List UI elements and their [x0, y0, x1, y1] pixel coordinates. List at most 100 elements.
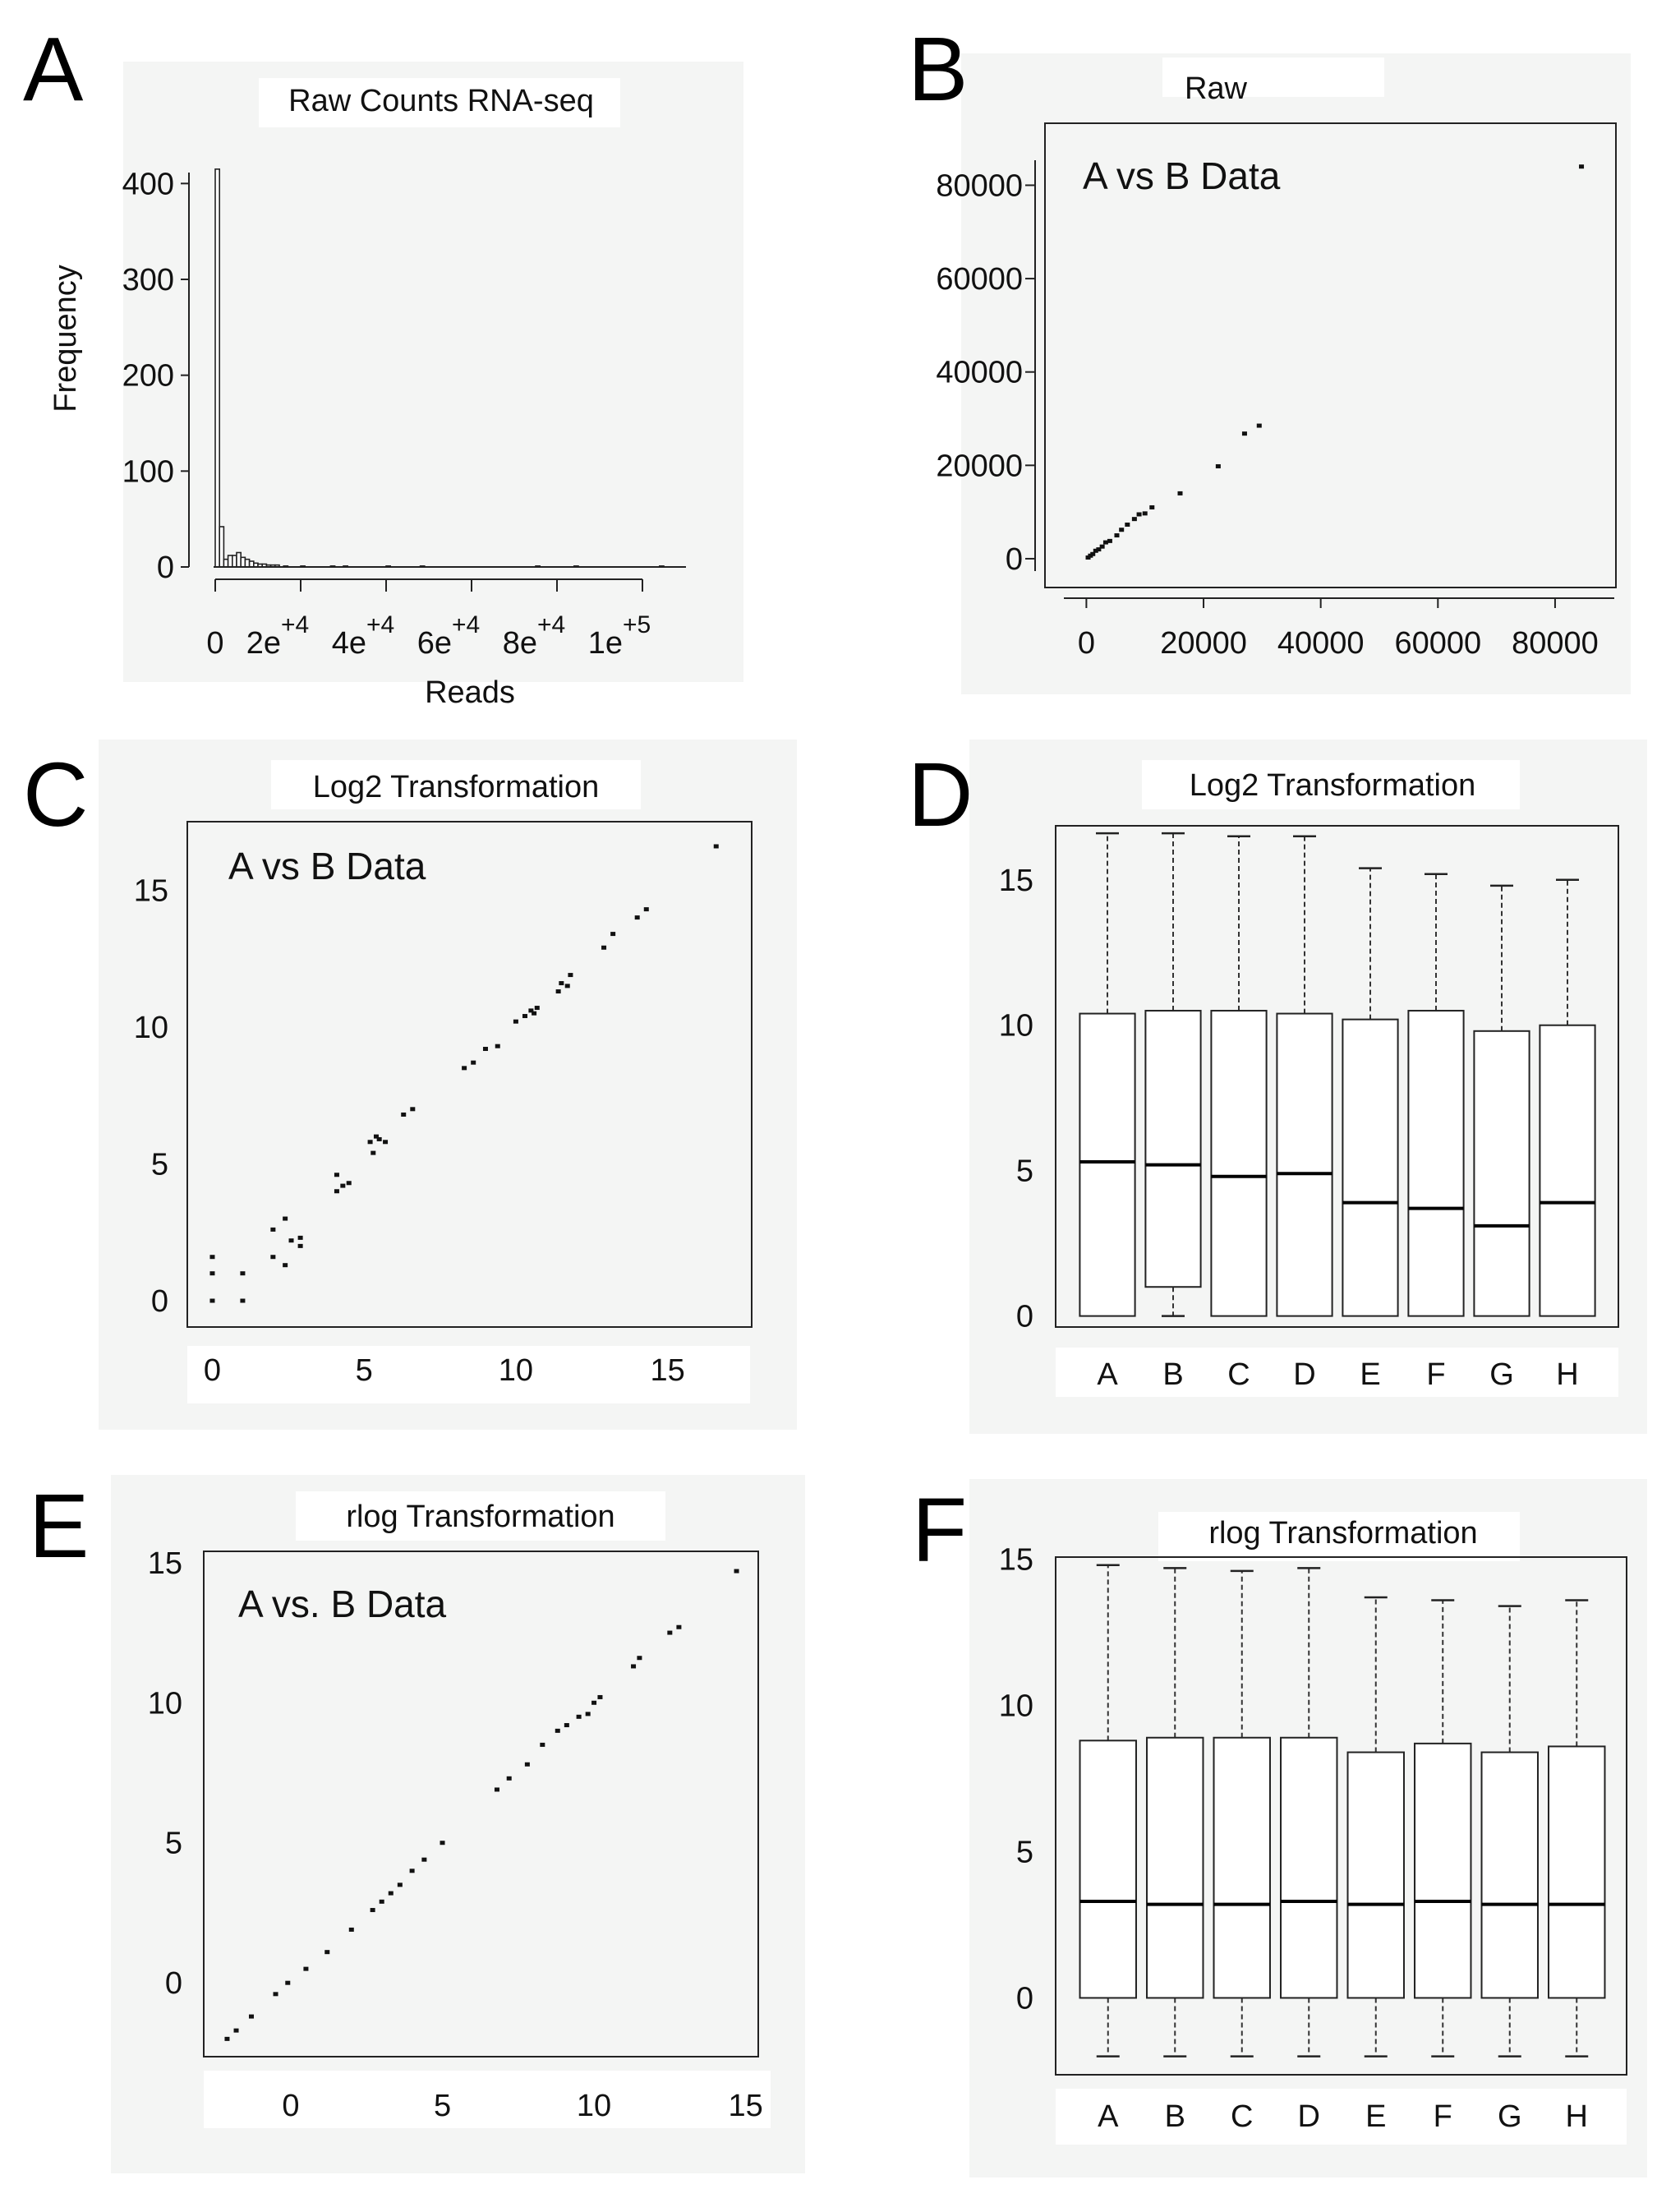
box-G [1473, 884, 1530, 1317]
x-tick-label: 10 [577, 2089, 611, 2123]
x-tick-label: 5 [356, 1353, 373, 1388]
scatter-point [248, 2014, 254, 2019]
box-H [1548, 1599, 1606, 2057]
panel-d-plot-frame [1055, 825, 1619, 1328]
box-F [1407, 873, 1465, 1317]
x-tick-label: 0 [204, 1353, 221, 1388]
y-tick-label: 5 [151, 1147, 168, 1182]
scatter-point [388, 1891, 394, 1896]
box-H [1539, 878, 1596, 1317]
scatter-point [1093, 548, 1098, 553]
category-label: D [1293, 1357, 1315, 1392]
histogram-bar [214, 168, 220, 568]
x-tick-label: 10 [499, 1353, 533, 1388]
y-tick-label: 5 [165, 1827, 182, 1861]
scatter-point [1256, 423, 1262, 428]
scatter-point [555, 989, 561, 994]
scatter-point [409, 1869, 415, 1873]
y-tick-label: 0 [1016, 1981, 1033, 2016]
box-iqr [1146, 1736, 1204, 1999]
box-iqr [1276, 1012, 1333, 1317]
scatter-point [303, 1966, 309, 1971]
panel-b-scatter: Raw A vs B Data 0 20000 40000 60000 80000 0 2… [936, 58, 1617, 661]
box-iqr [1480, 1751, 1539, 1999]
scatter-point [568, 973, 573, 978]
scatter-point [1142, 511, 1148, 516]
scatter-point [713, 844, 719, 849]
box-D [1280, 1567, 1338, 2057]
category-label: A [1097, 1357, 1118, 1392]
panel-d-title-background [1142, 760, 1520, 809]
scatter-point [383, 1140, 389, 1145]
panel-d-title: Log2 Transformation [1190, 768, 1476, 803]
scatter-point [340, 1183, 346, 1188]
scatter-point [1136, 512, 1142, 517]
box-iqr [1213, 1736, 1271, 1999]
y-tick-label: 20000 [936, 449, 1023, 483]
box-E [1342, 867, 1399, 1317]
scatter-point [524, 1762, 530, 1767]
box-iqr [1539, 1024, 1596, 1317]
scatter-point [482, 1047, 488, 1052]
panel-e-x-label-background [204, 2071, 771, 2128]
panel-f-boxplot: rlog Transformation 0 5 10 15 A B C D E F G H [999, 1512, 1627, 2145]
panel-b-inset-label: A vs B Data [1083, 154, 1281, 197]
panel-b-title-background [1162, 58, 1384, 97]
scatter-point [1241, 431, 1247, 436]
scatter-point [367, 1140, 373, 1145]
scatter-point [734, 1569, 739, 1574]
box-F [1414, 1599, 1472, 2057]
scatter-point [297, 1235, 303, 1240]
y-tick-label: 10 [148, 1686, 182, 1721]
category-label: E [1360, 1357, 1380, 1392]
scatter-point [270, 1255, 276, 1260]
panel-a-y-axis-title: Frequency [48, 265, 83, 412]
panel-letter-e: E [29, 1476, 89, 1577]
scatter-point [495, 1044, 500, 1048]
x-tick-label: 15 [650, 1353, 684, 1388]
scatter-point [637, 1656, 642, 1661]
panel-e-plot-frame [203, 1551, 759, 2057]
scatter-point [585, 1712, 591, 1716]
box-iqr [1407, 1010, 1465, 1317]
scatter-point [334, 1173, 339, 1177]
y-tick-label: 15 [134, 873, 168, 908]
scatter-point [1119, 528, 1125, 532]
panel-letter-d: D [908, 744, 973, 846]
category-label: B [1165, 2099, 1185, 2134]
scatter-point [371, 1150, 376, 1155]
scatter-point [397, 1882, 403, 1887]
scatter-point [559, 981, 564, 986]
scatter-point [283, 1263, 288, 1268]
category-label: C [1231, 2099, 1253, 2134]
panel-letter-f: F [912, 1480, 967, 1581]
y-tick-label: 5 [1016, 1154, 1033, 1189]
scatter-point [270, 1227, 276, 1232]
panel-c-background [99, 740, 797, 1430]
scatter-point [576, 1714, 582, 1719]
y-tick-label: 10 [999, 1009, 1033, 1044]
box-B [1144, 832, 1202, 1317]
panel-a-x-axis-title: Reads [425, 675, 515, 710]
category-label: G [1498, 2099, 1522, 2134]
scatter-point [1125, 522, 1130, 527]
scatter-point [224, 2036, 230, 2041]
scatter-point [564, 984, 570, 988]
category-label: D [1298, 2099, 1320, 2134]
panel-c-scatter: Log2 Transformation A vs B Data 0 5 10 15 0… [134, 760, 753, 1403]
scatter-point [1090, 551, 1096, 556]
y-tick-label: 15 [999, 864, 1033, 898]
scatter-point [610, 932, 616, 937]
scatter-point [462, 1066, 467, 1071]
x-tick-label: 80000 [1512, 626, 1599, 661]
scatter-point [591, 1700, 597, 1705]
scatter-point [1099, 544, 1105, 549]
category-label: C [1227, 1357, 1250, 1392]
scatter-point [471, 1060, 476, 1065]
box-iqr [1342, 1018, 1399, 1317]
x-tick-label: 0 [206, 626, 223, 661]
scatter-point [564, 1723, 569, 1728]
box-iqr [1144, 1010, 1202, 1288]
scatter-point [1096, 547, 1102, 552]
scatter-point [288, 1238, 294, 1243]
